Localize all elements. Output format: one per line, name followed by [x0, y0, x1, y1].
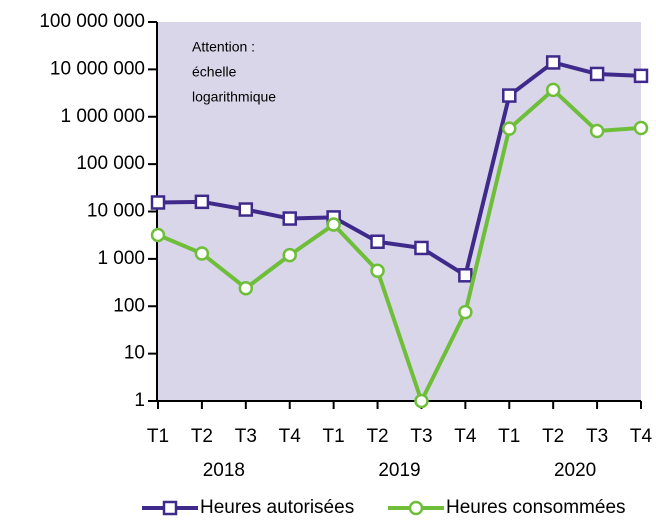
marker — [458, 268, 473, 283]
y-tick-label: 1 — [134, 390, 145, 411]
marker — [194, 194, 210, 210]
x-tick-label: T2 — [191, 426, 213, 447]
marker — [150, 227, 166, 243]
marker — [589, 66, 605, 82]
marker — [589, 123, 605, 139]
x-tick-label: T2 — [542, 426, 564, 447]
marker — [282, 211, 297, 226]
x-tick-label: T3 — [235, 426, 257, 447]
x-tick-label: T4 — [454, 426, 477, 447]
y-tick-label: 10 — [124, 343, 145, 364]
year-label: 2018 — [203, 460, 245, 481]
marker — [458, 304, 473, 320]
marker — [282, 247, 297, 263]
annotation: échelle — [192, 64, 237, 80]
marker — [238, 202, 254, 217]
x-tick-label: T4 — [279, 426, 302, 447]
x-tick-label: T4 — [630, 426, 653, 447]
y-tick-label: 10 000 — [87, 201, 145, 222]
legend-label: Heures consommées — [446, 497, 626, 518]
year-label: 2020 — [554, 460, 596, 481]
y-tick-label: 100 000 — [76, 153, 145, 174]
marker — [370, 234, 385, 249]
marker — [502, 121, 517, 136]
marker — [545, 82, 561, 98]
marker — [414, 240, 429, 256]
marker — [414, 393, 429, 409]
y-tick-label: 1 000 — [97, 248, 145, 269]
series-line — [157, 60, 642, 278]
marker — [502, 88, 517, 103]
series-line — [157, 87, 642, 403]
y-tick-label: 1 000 000 — [60, 106, 145, 127]
year-label: 2019 — [378, 460, 420, 481]
x-tick-label: T1 — [323, 426, 345, 447]
x-tick-label: T3 — [586, 426, 608, 447]
annotation: Attention : — [192, 39, 255, 55]
marker — [238, 280, 254, 296]
x-tick-label: T3 — [410, 426, 432, 447]
marker — [194, 246, 210, 261]
marker — [150, 195, 166, 210]
x-tick-label: T1 — [498, 426, 520, 447]
marker — [633, 68, 649, 84]
x-tick-label: T1 — [147, 426, 169, 447]
marker — [162, 500, 178, 516]
marker — [408, 500, 424, 516]
marker — [326, 217, 341, 232]
y-tick-label: 100 000 000 — [39, 11, 145, 32]
annotation: logarithmique — [192, 89, 276, 105]
marker — [545, 55, 561, 70]
marker — [633, 120, 649, 136]
legend-label: Heures autorisées — [200, 497, 354, 518]
y-tick-label: 100 — [113, 295, 145, 316]
marker — [370, 263, 385, 279]
y-tick-label: 10 000 000 — [50, 58, 145, 79]
x-tick-label: T2 — [366, 426, 388, 447]
